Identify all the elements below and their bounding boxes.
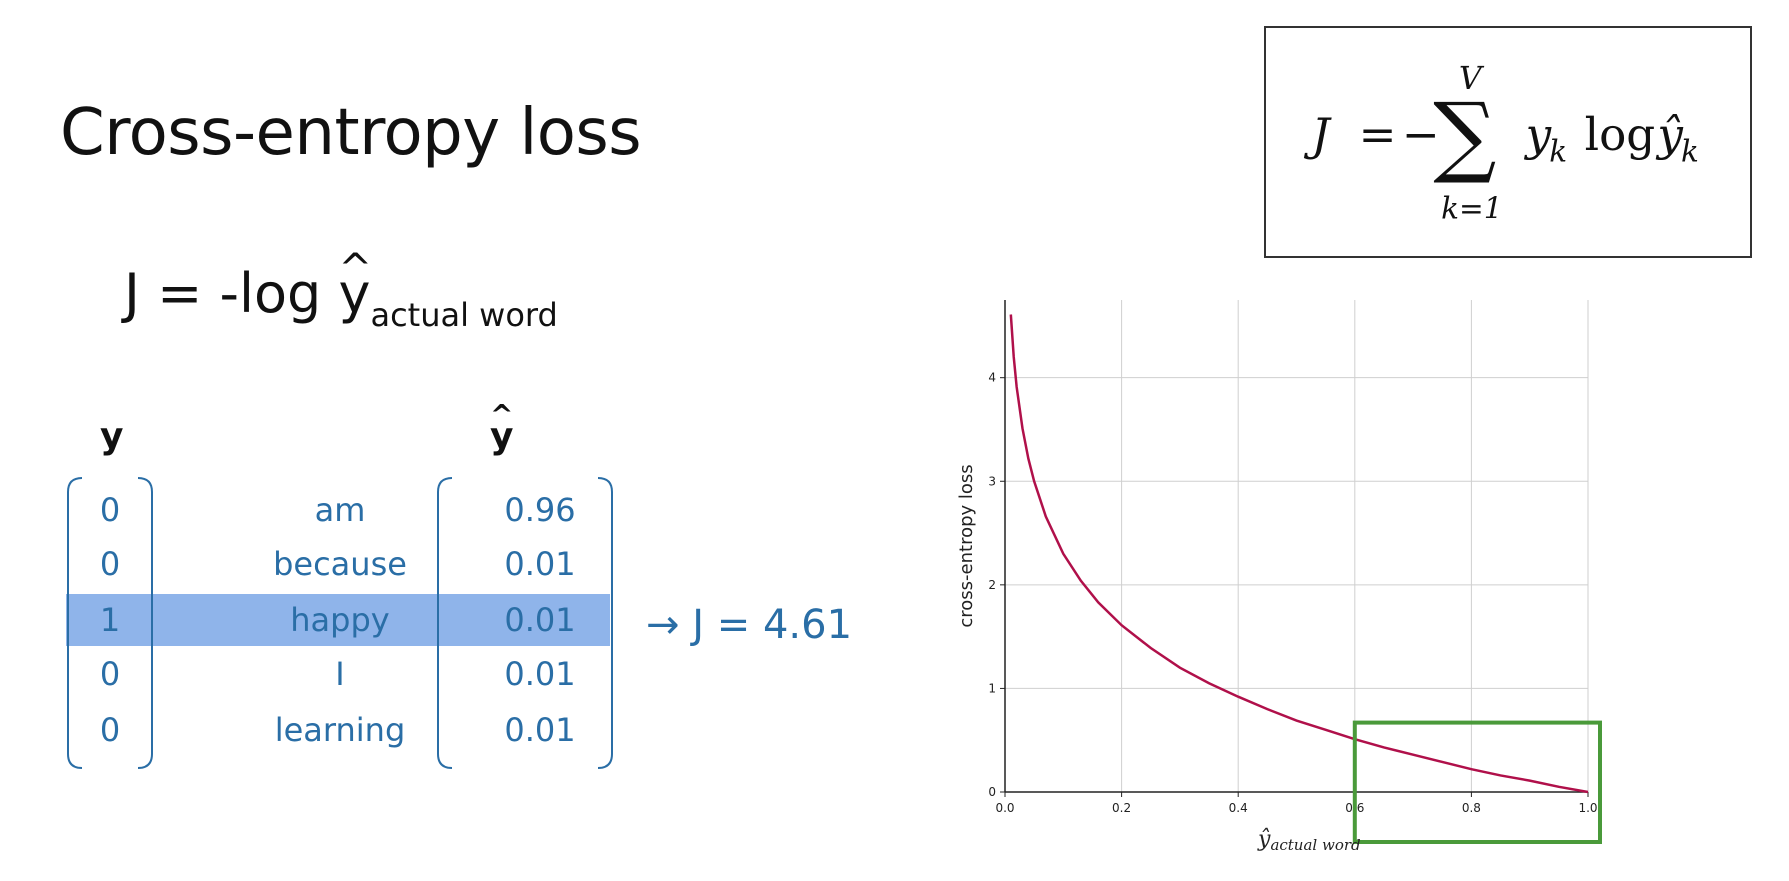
yhat-value: 0.96 <box>504 491 576 529</box>
y-left-bracket <box>67 477 83 769</box>
y-value: 0 <box>99 491 121 529</box>
y-tick-label: 2 <box>988 578 996 592</box>
formula-equals: = <box>1359 108 1397 161</box>
loss-curve-chart: 0.0 0.2 0.4 0.6 0.8 1.0 0 1 2 3 4 cross-entropy lo… <box>950 290 1710 870</box>
y-value: 0 <box>99 545 121 583</box>
formula-j: J <box>1303 108 1332 161</box>
highlight-box <box>1352 720 1602 845</box>
loss-series-line <box>1009 314 1589 794</box>
word-label: happy <box>290 601 390 639</box>
formula-yhat-subscript: k <box>1681 135 1699 169</box>
y-tick-label: 3 <box>988 474 996 488</box>
word-label: because <box>273 545 407 583</box>
y-axis-label: cross-entropy loss <box>956 464 977 627</box>
yhat-header-hat: ^ <box>490 398 514 431</box>
formula-y-subscript: k <box>1549 135 1567 169</box>
word-label: I <box>335 655 345 693</box>
formula-lower-limit: k=1 <box>1441 192 1502 226</box>
formula-log: log <box>1585 108 1656 161</box>
word-label: am <box>314 491 366 529</box>
yhat-right-bracket <box>597 477 613 769</box>
yhat-value: 0.01 <box>504 711 576 749</box>
yhat-value: 0.01 <box>504 545 576 583</box>
loss-equation-yhat: ^ y <box>338 246 372 325</box>
y-tick-label: 1 <box>988 681 996 695</box>
highlighted-row <box>66 594 610 646</box>
example-vectors: y ^ y 0 am 0.96 0 because 0.01 1 happy 0.… <box>40 398 852 770</box>
y-header: y <box>100 416 124 457</box>
x-tick-label: 0.4 <box>1229 801 1248 815</box>
slide-title: Cross-entropy loss <box>60 96 642 170</box>
loss-equation-y: y <box>338 262 371 325</box>
yhat-header: ^ y <box>490 398 514 457</box>
y-tick-label: 4 <box>988 371 996 385</box>
loss-result: → J = 4.61 <box>646 602 853 648</box>
y-value: 0 <box>99 655 121 693</box>
loss-equation-lhs: J = -log <box>124 262 339 325</box>
x-axis-label-subscript: actual word <box>1270 836 1360 854</box>
cross-entropy-formula: J = − ∑ V k=1 y k log ŷ k <box>1264 26 1752 258</box>
yhat-left-bracket <box>437 477 453 769</box>
yhat-header-y: y <box>490 416 514 457</box>
y-tick-label: 0 <box>988 785 996 799</box>
loss-equation-subscript: actual word <box>370 296 558 334</box>
x-axis-label: ŷactual word <box>1257 827 1361 854</box>
x-tick-label: 0.2 <box>1112 801 1131 815</box>
yhat-value: 0.01 <box>504 655 576 693</box>
x-tick-label: 1.0 <box>1578 801 1597 815</box>
yhat-value: 0.01 <box>504 601 576 639</box>
word-label: learning <box>274 711 406 749</box>
formula-upper-limit: V <box>1459 61 1485 97</box>
x-axis-label-symbol: ŷ <box>1257 827 1271 852</box>
x-tick-label: 0.8 <box>1462 801 1481 815</box>
y-value: 0 <box>99 711 121 749</box>
x-tick-label: 0.0 <box>995 801 1014 815</box>
formula-minus: − <box>1402 108 1440 161</box>
formula-yhat: ŷ <box>1655 108 1683 161</box>
formula-y: y <box>1524 108 1552 161</box>
y-value: 1 <box>99 601 121 639</box>
formula-sum-sign: ∑ <box>1433 84 1496 187</box>
y-right-bracket <box>137 477 153 769</box>
hat-accent: ^ <box>338 246 372 292</box>
loss-equation: J = -log ^ yactual word <box>124 246 558 334</box>
